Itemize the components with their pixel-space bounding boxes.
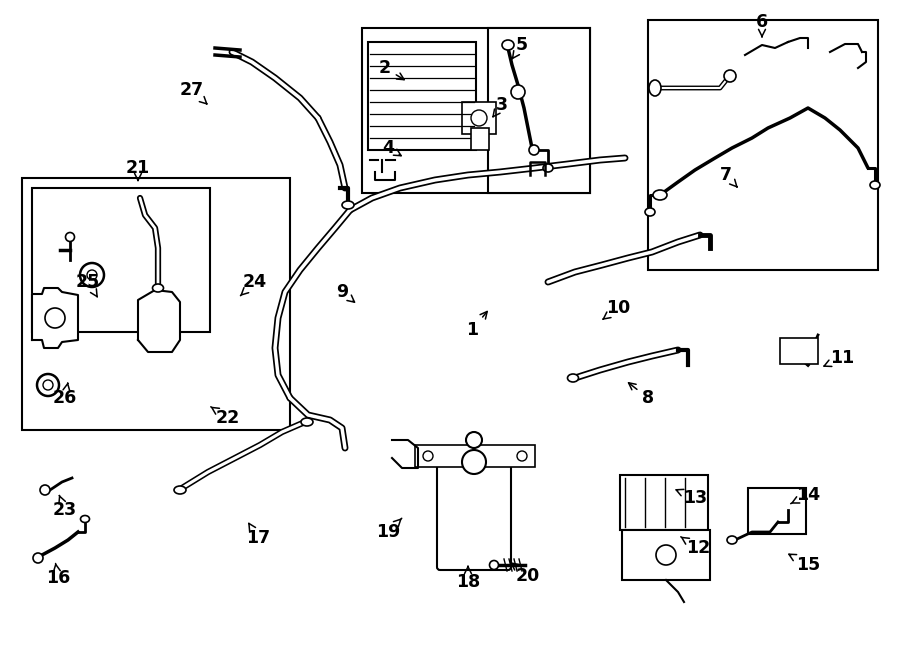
Bar [32, 188, 210, 332]
Bar [780, 338, 818, 364]
Circle shape [466, 432, 482, 448]
Ellipse shape [649, 80, 661, 96]
Text: 11: 11 [824, 349, 854, 367]
Text: 13: 13 [676, 489, 707, 507]
Ellipse shape [870, 181, 880, 189]
Text: 12: 12 [680, 537, 710, 557]
Circle shape [87, 270, 97, 280]
Polygon shape [138, 290, 180, 352]
Text: 20: 20 [511, 563, 540, 585]
Text: 15: 15 [789, 554, 820, 574]
Bar [471, 128, 489, 150]
Text: 3: 3 [493, 96, 508, 117]
Text: 24: 24 [240, 273, 267, 295]
Bar [488, 28, 590, 193]
Text: 27: 27 [180, 81, 207, 104]
Text: 4: 4 [382, 139, 401, 157]
Bar [368, 42, 476, 150]
Circle shape [423, 451, 433, 461]
FancyBboxPatch shape [437, 459, 511, 570]
Ellipse shape [511, 85, 525, 99]
Ellipse shape [33, 553, 43, 563]
Circle shape [462, 450, 486, 474]
Bar [22, 178, 290, 430]
Text: 25: 25 [76, 273, 100, 297]
Text: 14: 14 [791, 486, 820, 504]
Text: 22: 22 [211, 407, 240, 427]
Text: 19: 19 [376, 518, 401, 541]
Text: 23: 23 [53, 496, 77, 519]
Bar [748, 488, 806, 534]
Ellipse shape [543, 164, 553, 172]
Text: 2: 2 [379, 59, 404, 80]
Circle shape [45, 308, 65, 328]
Text: 6: 6 [756, 13, 768, 37]
Circle shape [517, 451, 527, 461]
Circle shape [80, 263, 104, 287]
Bar [622, 530, 710, 580]
Ellipse shape [174, 486, 186, 494]
Ellipse shape [727, 536, 737, 544]
Text: 18: 18 [456, 566, 480, 591]
Bar [648, 20, 878, 270]
Ellipse shape [653, 190, 667, 200]
Ellipse shape [502, 40, 514, 50]
Bar [415, 445, 535, 467]
Text: 9: 9 [336, 283, 355, 302]
Text: 8: 8 [628, 383, 654, 407]
Text: 1: 1 [466, 311, 487, 339]
Text: 26: 26 [53, 383, 77, 407]
Ellipse shape [152, 284, 164, 292]
Text: 17: 17 [246, 524, 270, 547]
Ellipse shape [724, 70, 736, 82]
Ellipse shape [471, 110, 487, 126]
Ellipse shape [66, 233, 75, 241]
Ellipse shape [342, 201, 354, 209]
Ellipse shape [568, 374, 579, 382]
Polygon shape [32, 288, 78, 348]
Ellipse shape [529, 145, 539, 155]
Bar [362, 28, 590, 193]
Text: 21: 21 [126, 159, 150, 180]
Ellipse shape [40, 485, 50, 495]
Text: 16: 16 [46, 563, 70, 587]
Circle shape [43, 380, 53, 390]
Ellipse shape [490, 561, 499, 570]
Ellipse shape [301, 418, 313, 426]
Text: 7: 7 [720, 166, 737, 187]
Text: 5: 5 [512, 36, 528, 59]
Circle shape [37, 374, 59, 396]
Ellipse shape [656, 545, 676, 565]
Ellipse shape [645, 208, 655, 216]
Bar [462, 102, 496, 134]
Text: 10: 10 [603, 299, 630, 319]
Bar [620, 475, 708, 530]
Ellipse shape [80, 516, 89, 522]
